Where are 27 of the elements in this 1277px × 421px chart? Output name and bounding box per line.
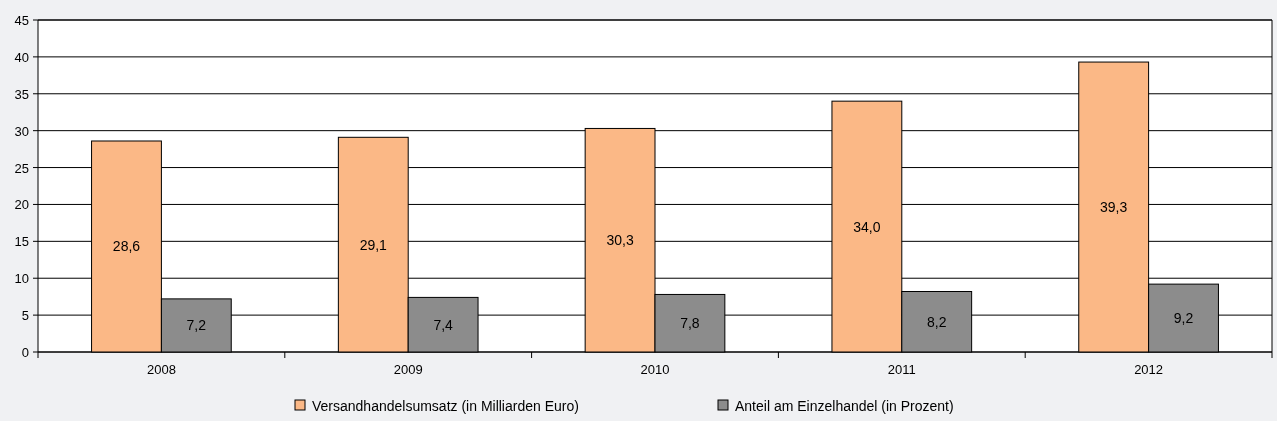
legend-label: Versandhandelsumsatz (in Milliarden Euro) xyxy=(312,398,579,414)
y-tick-label: 20 xyxy=(14,197,29,213)
y-tick-label: 15 xyxy=(14,234,29,250)
data-label: 28,6 xyxy=(112,238,141,255)
y-tick-label: 40 xyxy=(14,49,29,65)
y-tick-label: 10 xyxy=(14,271,29,287)
data-label: 7,2 xyxy=(186,317,207,334)
data-label: 7,8 xyxy=(680,315,700,332)
y-tick-label: 35 xyxy=(14,86,29,102)
data-label: 39,3 xyxy=(1100,199,1128,216)
x-tick-label: 2010 xyxy=(640,362,670,377)
y-tick-label: 45 xyxy=(14,13,29,28)
x-tick-label: 2011 xyxy=(887,362,916,377)
data-label: 30,3 xyxy=(606,232,634,249)
y-tick-label: 5 xyxy=(21,308,29,324)
data-label: 34,0 xyxy=(853,218,881,235)
data-label: 9,2 xyxy=(1173,310,1194,327)
x-tick-label: 2012 xyxy=(1134,362,1164,377)
data-label: 8,2 xyxy=(926,313,947,330)
legend-label: Anteil am Einzelhandel (in Prozent) xyxy=(735,398,954,414)
y-tick-label: 30 xyxy=(14,123,29,139)
data-label: 7,4 xyxy=(433,316,454,333)
x-tick-label: 2008 xyxy=(146,362,176,377)
y-tick-label: 25 xyxy=(14,160,29,176)
x-tick-label: 2009 xyxy=(393,362,423,377)
data-label: 29,1 xyxy=(359,236,388,253)
y-tick-label: 0 xyxy=(21,345,29,360)
